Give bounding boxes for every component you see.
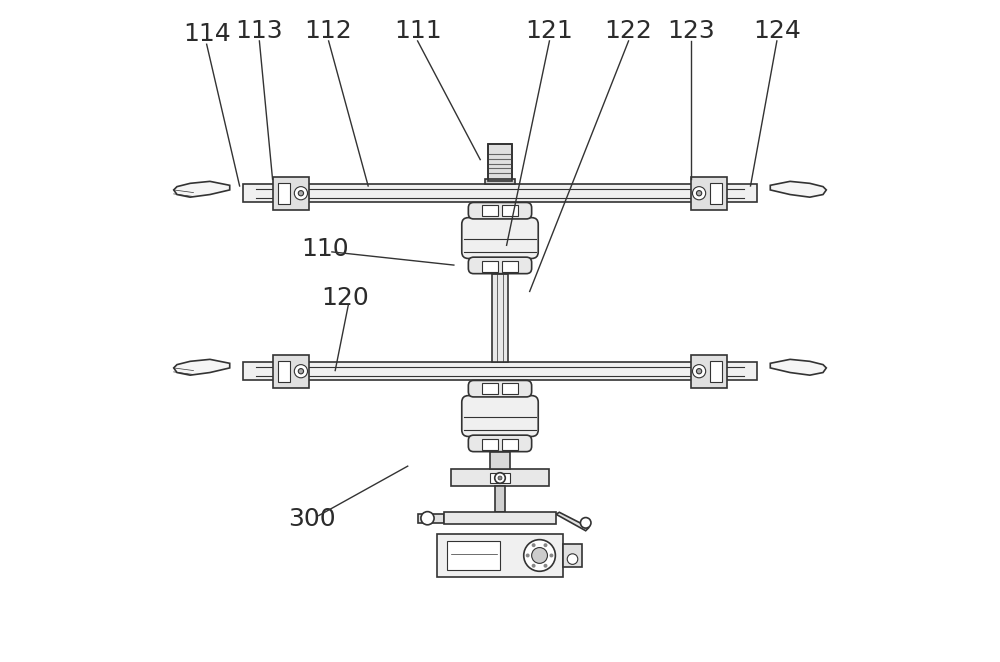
Text: 121: 121 <box>526 19 573 43</box>
Circle shape <box>421 512 434 525</box>
FancyBboxPatch shape <box>278 361 290 382</box>
FancyBboxPatch shape <box>502 261 518 271</box>
Circle shape <box>692 187 706 200</box>
Text: 123: 123 <box>667 19 715 43</box>
FancyBboxPatch shape <box>502 383 518 394</box>
Circle shape <box>544 544 547 547</box>
Circle shape <box>532 544 536 547</box>
Polygon shape <box>174 181 230 197</box>
Circle shape <box>549 553 553 557</box>
FancyBboxPatch shape <box>243 184 757 203</box>
FancyBboxPatch shape <box>444 512 556 524</box>
FancyBboxPatch shape <box>502 205 518 216</box>
FancyBboxPatch shape <box>447 541 500 570</box>
FancyBboxPatch shape <box>273 355 309 388</box>
FancyBboxPatch shape <box>418 514 444 523</box>
FancyBboxPatch shape <box>468 203 532 219</box>
Circle shape <box>294 365 308 378</box>
FancyBboxPatch shape <box>691 177 727 210</box>
Circle shape <box>696 191 702 196</box>
FancyBboxPatch shape <box>243 362 757 381</box>
FancyBboxPatch shape <box>482 383 498 394</box>
FancyBboxPatch shape <box>710 361 722 382</box>
Circle shape <box>532 564 536 568</box>
FancyBboxPatch shape <box>490 473 510 483</box>
FancyBboxPatch shape <box>691 355 727 388</box>
Circle shape <box>495 473 505 483</box>
Circle shape <box>696 369 702 374</box>
Circle shape <box>298 369 304 374</box>
FancyBboxPatch shape <box>710 183 722 204</box>
FancyBboxPatch shape <box>502 439 518 449</box>
Text: 300: 300 <box>288 507 336 531</box>
Circle shape <box>498 476 502 480</box>
Text: 113: 113 <box>236 19 283 43</box>
FancyBboxPatch shape <box>468 381 532 397</box>
FancyBboxPatch shape <box>488 144 512 181</box>
Polygon shape <box>556 512 589 531</box>
Circle shape <box>298 191 304 196</box>
FancyBboxPatch shape <box>482 261 498 271</box>
FancyBboxPatch shape <box>495 486 505 512</box>
Text: 110: 110 <box>301 236 349 261</box>
FancyBboxPatch shape <box>563 544 582 567</box>
Text: 124: 124 <box>753 19 801 43</box>
FancyBboxPatch shape <box>462 218 538 258</box>
Polygon shape <box>770 181 826 197</box>
FancyBboxPatch shape <box>462 396 538 436</box>
Circle shape <box>294 187 308 200</box>
FancyBboxPatch shape <box>468 257 532 273</box>
Circle shape <box>524 540 555 571</box>
FancyBboxPatch shape <box>492 273 508 362</box>
FancyBboxPatch shape <box>490 451 510 469</box>
FancyBboxPatch shape <box>485 179 515 184</box>
Circle shape <box>567 554 578 565</box>
Text: 111: 111 <box>394 19 441 43</box>
Circle shape <box>532 547 547 563</box>
Circle shape <box>526 553 530 557</box>
Circle shape <box>692 365 706 378</box>
FancyBboxPatch shape <box>451 469 549 486</box>
Polygon shape <box>174 359 230 375</box>
FancyBboxPatch shape <box>468 435 532 451</box>
FancyBboxPatch shape <box>273 177 309 210</box>
FancyBboxPatch shape <box>437 534 563 577</box>
Circle shape <box>580 518 591 528</box>
Circle shape <box>544 564 547 568</box>
FancyBboxPatch shape <box>278 183 290 204</box>
Text: 122: 122 <box>605 19 652 43</box>
Text: 114: 114 <box>183 23 231 46</box>
Text: 112: 112 <box>305 19 352 43</box>
Text: 120: 120 <box>321 286 369 310</box>
FancyBboxPatch shape <box>482 205 498 216</box>
Polygon shape <box>770 359 826 375</box>
FancyBboxPatch shape <box>482 439 498 449</box>
